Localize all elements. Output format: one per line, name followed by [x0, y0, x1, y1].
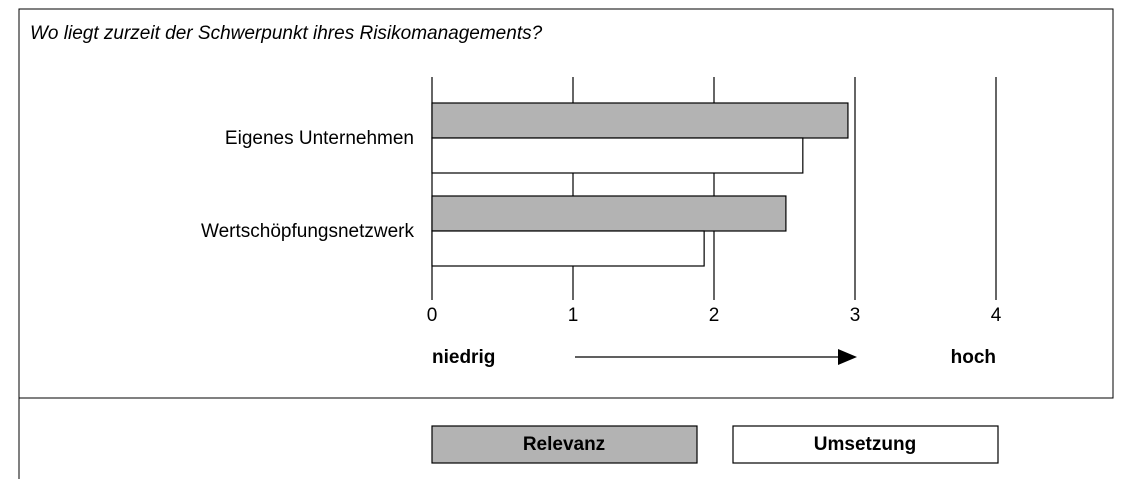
legend-swatch [732, 425, 999, 464]
bar [431, 102, 849, 139]
legend-label: Relevanz [523, 434, 605, 455]
arrow-head [838, 349, 857, 365]
bar [431, 195, 787, 232]
y-tick-label: Wertschöpfungsnetzwerk [201, 221, 414, 242]
bar [431, 137, 804, 174]
legend-label: Umsetzung [814, 434, 916, 455]
bar [431, 230, 705, 267]
x-tick-label: 3 [850, 305, 861, 326]
frame [18, 8, 1114, 479]
high-label: hoch [951, 347, 996, 368]
x-tick-label: 2 [709, 305, 720, 326]
low-label: niedrig [432, 347, 495, 368]
x-tick-label: 4 [991, 305, 1002, 326]
chart-title: Wo liegt zurzeit der Schwerpunkt ihres R… [30, 23, 543, 44]
legend-swatch [431, 425, 698, 464]
y-tick-label: Eigenes Unternehmen [225, 128, 414, 149]
x-tick-label: 1 [568, 305, 579, 326]
x-tick-label: 0 [427, 305, 438, 326]
